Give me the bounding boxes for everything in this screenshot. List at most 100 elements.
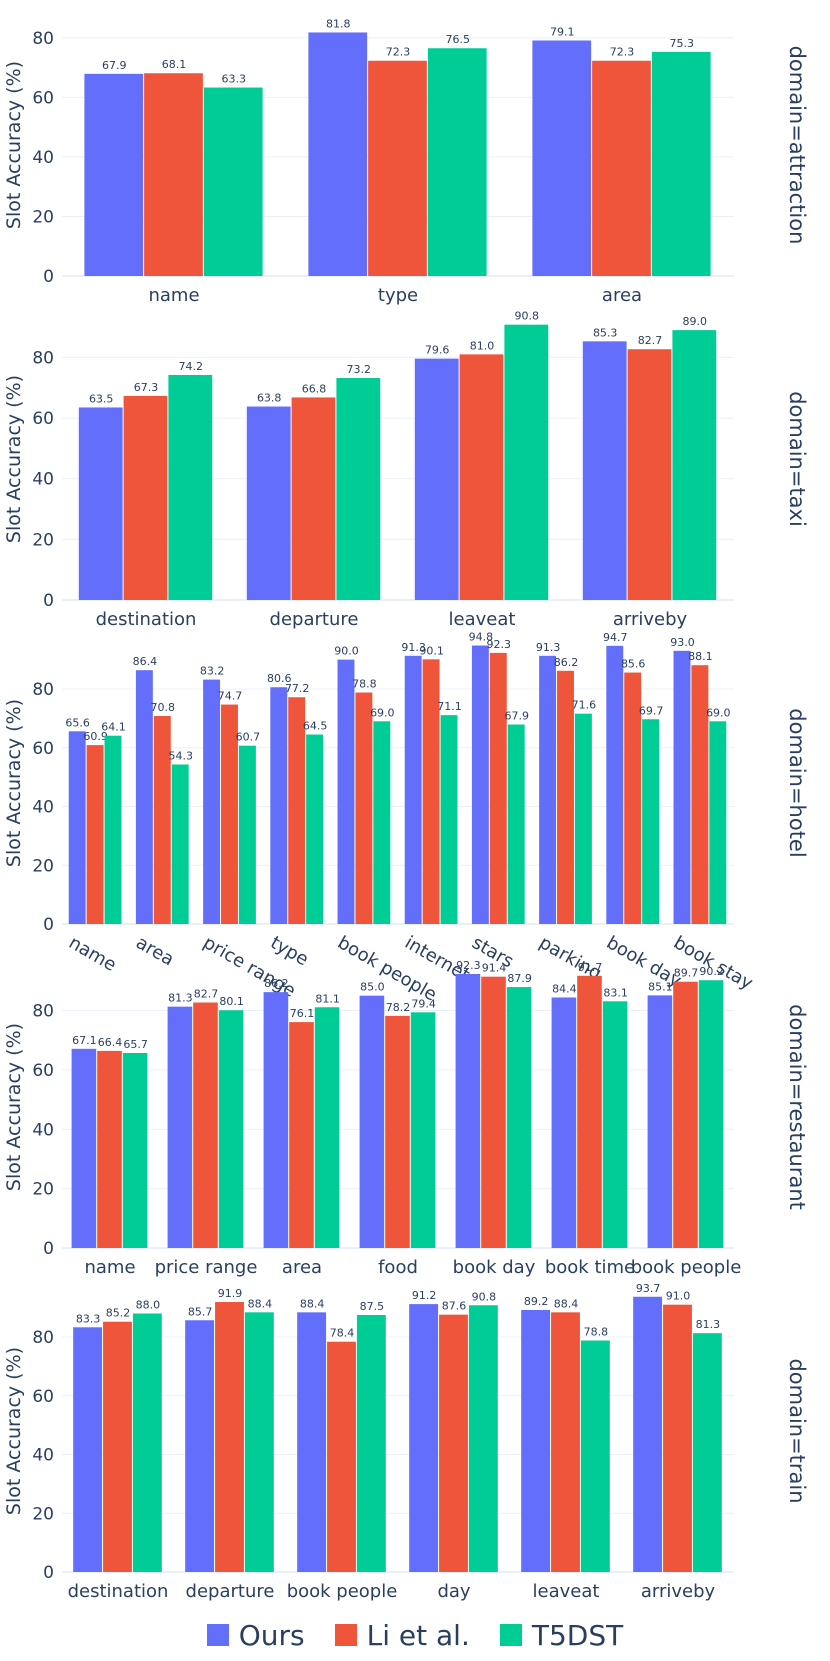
bar-t5dst-departure[interactable] bbox=[244, 1312, 274, 1572]
legend-item-li-et-al[interactable]: Li et al. bbox=[334, 1619, 470, 1652]
bar-ours-book-people[interactable] bbox=[337, 659, 355, 924]
bar-ours-book-people[interactable] bbox=[647, 995, 673, 1248]
bar-ours-leaveat[interactable] bbox=[521, 1309, 551, 1572]
bar-t5dst-price-range[interactable] bbox=[218, 1010, 244, 1248]
bar-li-et-al-book-day[interactable] bbox=[624, 672, 642, 924]
bar-li-et-al-book-time[interactable] bbox=[577, 975, 602, 1248]
bar-ours-book-day[interactable] bbox=[455, 974, 481, 1248]
bar-t5dst-book-day[interactable] bbox=[506, 987, 532, 1248]
bar-t5dst-leaveat[interactable] bbox=[504, 324, 549, 600]
bar-ours-arriveby[interactable] bbox=[582, 341, 627, 600]
legend-item-t5dst[interactable]: T5DST bbox=[499, 1619, 623, 1652]
bar-li-et-al-book-day[interactable] bbox=[481, 976, 506, 1248]
bar-ours-name[interactable] bbox=[71, 1048, 97, 1248]
bar-li-et-al-food[interactable] bbox=[385, 1015, 410, 1248]
bar-li-et-al-area[interactable] bbox=[289, 1022, 314, 1248]
bar-li-et-al-name[interactable] bbox=[97, 1050, 122, 1248]
bar-ours-day[interactable] bbox=[409, 1304, 439, 1572]
bar-ours-price-range[interactable] bbox=[203, 679, 221, 924]
bar-t5dst-book-people[interactable] bbox=[356, 1314, 386, 1572]
bar-li-et-al-destination[interactable] bbox=[123, 395, 168, 600]
bar-li-et-al-destination[interactable] bbox=[103, 1321, 132, 1572]
bar-ours-food[interactable] bbox=[359, 995, 385, 1248]
bar-ours-parking[interactable] bbox=[539, 655, 557, 924]
bar-li-et-al-departure[interactable] bbox=[291, 397, 336, 600]
bar-t5dst-destination[interactable] bbox=[168, 375, 213, 600]
bar-li-et-al-book-people[interactable] bbox=[673, 981, 698, 1248]
bar-li-et-al-book-stay[interactable] bbox=[691, 665, 709, 924]
bar-t5dst-arriveby[interactable] bbox=[672, 330, 717, 600]
bar-ours-name[interactable] bbox=[84, 73, 144, 276]
bar-li-et-al-type[interactable] bbox=[288, 697, 306, 924]
bar-ours-price-range[interactable] bbox=[167, 1006, 193, 1248]
bar-li-et-al-book-people[interactable] bbox=[355, 692, 373, 924]
bar-ours-type[interactable] bbox=[308, 32, 368, 276]
bar-li-et-al-stars[interactable] bbox=[489, 652, 507, 924]
bar-t5dst-book-time[interactable] bbox=[602, 1001, 628, 1248]
bar-ours-leaveat[interactable] bbox=[414, 358, 459, 600]
bar-t5dst-area[interactable] bbox=[651, 51, 711, 276]
y-axis-title: Slot Accuracy (%) bbox=[3, 699, 25, 867]
bar-ours-arriveby[interactable] bbox=[633, 1296, 663, 1572]
bar-ours-book-day[interactable] bbox=[606, 645, 624, 924]
bar-t5dst-book-people[interactable] bbox=[698, 980, 724, 1248]
bar-t5dst-type[interactable] bbox=[427, 48, 487, 277]
bar-li-et-al-parking[interactable] bbox=[557, 670, 574, 924]
bar-t5dst-area[interactable] bbox=[314, 1007, 340, 1248]
bar-ours-stars[interactable] bbox=[471, 645, 489, 924]
bar-t5dst-area[interactable] bbox=[171, 764, 189, 924]
bar-t5dst-leaveat[interactable] bbox=[580, 1340, 610, 1572]
bar-t5dst-price-range[interactable] bbox=[238, 745, 256, 924]
bar-ours-internet[interactable] bbox=[404, 655, 422, 924]
bar-li-et-al-leaveat[interactable] bbox=[459, 354, 504, 600]
bar-li-et-al-arriveby[interactable] bbox=[663, 1304, 692, 1572]
y-tick-label: 80 bbox=[32, 29, 54, 49]
data-label: 82.7 bbox=[194, 988, 219, 1001]
bar-t5dst-name[interactable] bbox=[122, 1052, 148, 1248]
bar-t5dst-type[interactable] bbox=[306, 734, 324, 924]
bar-t5dst-internet[interactable] bbox=[440, 715, 458, 924]
bar-li-et-al-price-range[interactable] bbox=[193, 1002, 218, 1248]
bar-li-et-al-name[interactable] bbox=[144, 73, 203, 276]
bar-t5dst-name[interactable] bbox=[104, 735, 122, 924]
bar-li-et-al-book-people[interactable] bbox=[327, 1341, 356, 1572]
bar-t5dst-day[interactable] bbox=[468, 1305, 498, 1572]
bar-ours-area[interactable] bbox=[532, 40, 592, 276]
bar-ours-area[interactable] bbox=[263, 992, 289, 1248]
bar-t5dst-book-day[interactable] bbox=[642, 719, 660, 924]
bar-ours-departure[interactable] bbox=[246, 406, 291, 600]
bar-li-et-al-price-range[interactable] bbox=[221, 704, 238, 924]
bar-t5dst-arriveby[interactable] bbox=[692, 1333, 722, 1572]
bar-li-et-al-leaveat[interactable] bbox=[551, 1312, 580, 1572]
data-label: 86.2 bbox=[554, 656, 579, 669]
bar-li-et-al-internet[interactable] bbox=[422, 659, 440, 924]
bar-li-et-al-departure[interactable] bbox=[215, 1302, 244, 1572]
bar-ours-departure[interactable] bbox=[185, 1320, 215, 1572]
bar-li-et-al-area[interactable] bbox=[153, 716, 171, 924]
bar-t5dst-food[interactable] bbox=[410, 1012, 436, 1248]
bar-ours-book-people[interactable] bbox=[297, 1312, 327, 1572]
bar-t5dst-name[interactable] bbox=[203, 87, 263, 276]
bar-ours-destination[interactable] bbox=[73, 1327, 103, 1572]
bar-li-et-al-arriveby[interactable] bbox=[627, 349, 672, 600]
bar-ours-destination[interactable] bbox=[78, 407, 123, 600]
bar-t5dst-stars[interactable] bbox=[507, 724, 525, 924]
bar-t5dst-parking[interactable] bbox=[574, 713, 592, 924]
bar-t5dst-book-stay[interactable] bbox=[709, 721, 727, 924]
bar-t5dst-destination[interactable] bbox=[132, 1313, 162, 1573]
bar-ours-book-time[interactable] bbox=[551, 997, 577, 1248]
bar-ours-name[interactable] bbox=[68, 731, 86, 924]
data-label: 78.8 bbox=[584, 1326, 609, 1339]
bar-t5dst-book-people[interactable] bbox=[373, 721, 391, 924]
bar-li-et-al-area[interactable] bbox=[592, 60, 651, 277]
bar-ours-book-stay[interactable] bbox=[673, 650, 691, 924]
bar-li-et-al-day[interactable] bbox=[439, 1314, 468, 1572]
bar-li-et-al-name[interactable] bbox=[86, 745, 104, 924]
legend-item-ours[interactable]: Ours bbox=[206, 1619, 305, 1652]
data-label: 89.0 bbox=[683, 315, 708, 328]
bar-ours-area[interactable] bbox=[135, 670, 153, 924]
bar-ours-type[interactable] bbox=[270, 687, 288, 924]
bar-li-et-al-type[interactable] bbox=[368, 60, 427, 277]
bar-t5dst-departure[interactable] bbox=[336, 378, 381, 600]
data-label: 71.1 bbox=[437, 700, 462, 713]
